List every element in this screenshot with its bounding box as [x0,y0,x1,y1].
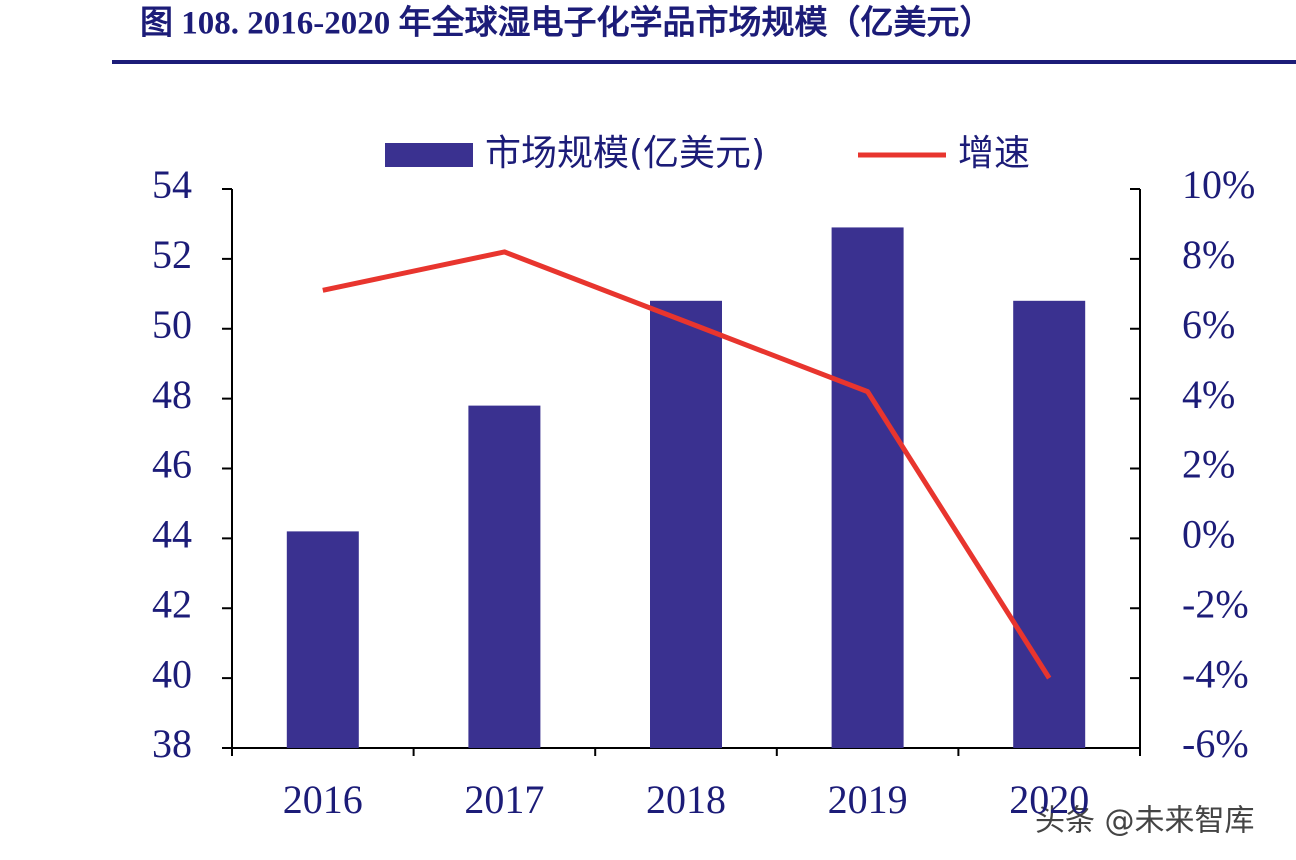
y2-tick-label: -2% [1182,581,1249,626]
watermark: 头条 @未来智库 [1035,804,1255,839]
y-tick-label: 54 [152,162,192,207]
y2-tick-label: 8% [1182,232,1235,277]
bar [468,405,541,748]
chart-title: 图 108. 2016-2020 年全球湿电子化学品市场规模（亿美元） [140,4,993,42]
x-tick-label: 2017 [464,777,544,822]
y-tick-label: 48 [152,372,192,417]
y-tick-label: 50 [152,302,192,347]
y-tick-label: 38 [152,721,192,766]
y2-tick-label: 6% [1182,302,1235,347]
y-tick-label: 42 [152,581,192,626]
y-tick-label: 52 [152,232,192,277]
bar [650,300,722,748]
y2-tick-label: 4% [1182,372,1235,417]
legend-swatch [385,143,473,167]
bar [1013,300,1086,748]
x-tick-label: 2019 [828,777,908,822]
y-tick-label: 44 [152,512,192,557]
x-tick-label: 2018 [646,777,726,822]
y2-tick-label: 2% [1182,442,1235,487]
bar [831,227,904,748]
y2-tick-label: -6% [1182,721,1249,766]
y2-tick-label: -4% [1182,651,1249,696]
legend-label: 增速 [958,133,1030,174]
line [322,249,1052,680]
x-tick-label: 2020 [1009,777,1089,822]
bar [286,531,359,748]
legend-label: 市场规模(亿美元) [485,133,765,174]
y-tick-label: 46 [152,442,192,487]
y2-tick-label: 10% [1182,162,1255,207]
x-tick-label: 2016 [283,777,363,822]
y-tick-label: 40 [152,651,192,696]
y2-tick-label: 0% [1182,512,1235,557]
